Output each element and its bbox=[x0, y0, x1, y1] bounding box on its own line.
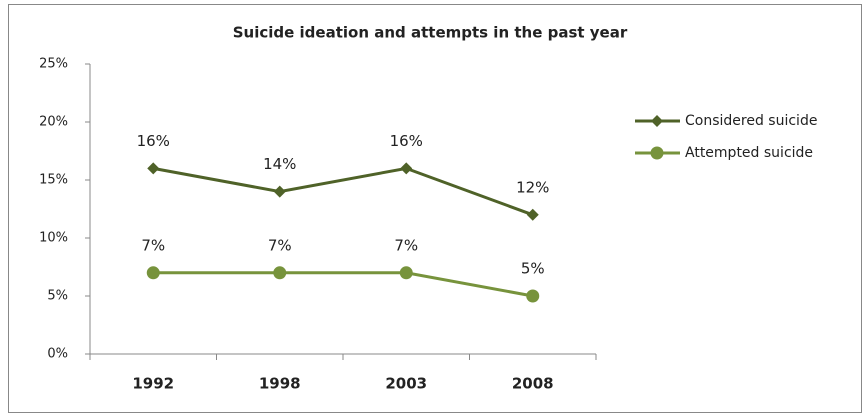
data-point bbox=[526, 208, 539, 221]
x-tick-label: 1992 bbox=[132, 375, 174, 393]
data-label: 12% bbox=[516, 178, 549, 196]
chart-title: Suicide ideation and attempts in the pas… bbox=[233, 24, 628, 42]
y-tick-label: 0% bbox=[47, 347, 68, 362]
data-point bbox=[399, 266, 413, 280]
data-label: 16% bbox=[137, 132, 170, 150]
series-line bbox=[153, 271, 534, 298]
data-point bbox=[400, 162, 413, 175]
legend-label: Considered suicide bbox=[685, 113, 817, 129]
data-label: 5% bbox=[521, 260, 545, 278]
legend-label: Attempted suicide bbox=[685, 145, 813, 161]
data-point bbox=[147, 162, 160, 175]
x-tick-label: 2003 bbox=[385, 375, 427, 393]
legend-marker bbox=[651, 115, 663, 127]
data-point bbox=[273, 185, 286, 198]
y-tick-label: 10% bbox=[39, 231, 68, 246]
y-tick-label: 25% bbox=[39, 57, 68, 72]
chart-border bbox=[8, 4, 862, 413]
data-label: 7% bbox=[268, 236, 292, 254]
y-tick-label: 15% bbox=[39, 173, 68, 188]
y-tick-label: 20% bbox=[39, 115, 68, 130]
data-label: 7% bbox=[394, 236, 418, 254]
legend-marker bbox=[650, 146, 664, 160]
data-point bbox=[526, 289, 540, 303]
data-label: 16% bbox=[390, 132, 423, 150]
data-label: 7% bbox=[141, 236, 165, 254]
data-point bbox=[146, 266, 160, 280]
series-line bbox=[152, 166, 534, 217]
data-point bbox=[273, 266, 287, 280]
data-label: 14% bbox=[263, 155, 296, 173]
y-tick-label: 5% bbox=[47, 289, 68, 304]
x-tick-label: 1998 bbox=[259, 375, 301, 393]
x-tick-label: 2008 bbox=[512, 375, 554, 393]
